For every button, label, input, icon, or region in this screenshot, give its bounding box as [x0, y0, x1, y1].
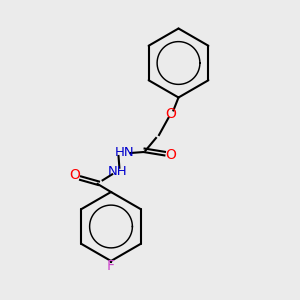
Text: O: O: [70, 168, 80, 182]
Text: NH: NH: [108, 165, 127, 178]
Text: HN: HN: [115, 146, 134, 159]
Text: F: F: [107, 260, 115, 273]
Text: O: O: [165, 148, 176, 162]
Text: O: O: [166, 107, 176, 121]
